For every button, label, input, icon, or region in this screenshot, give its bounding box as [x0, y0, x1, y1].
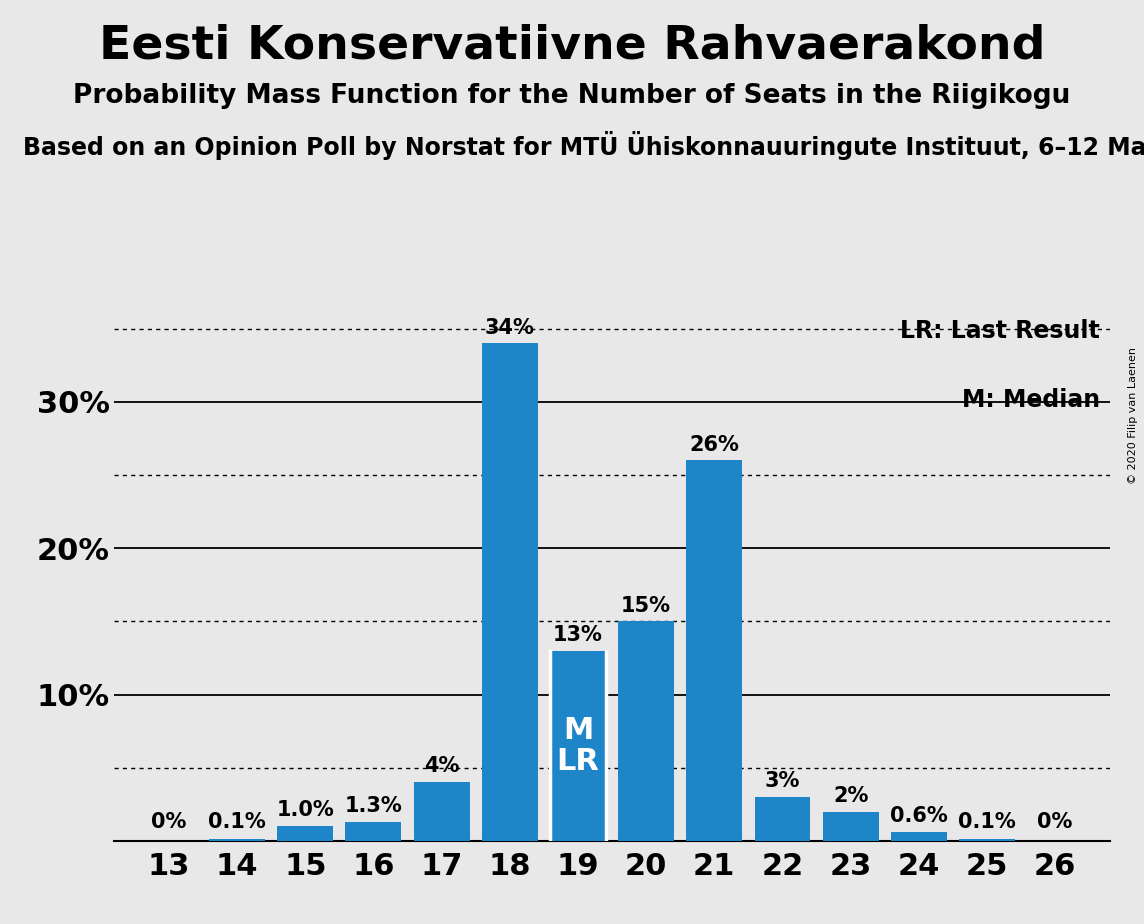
Text: 34%: 34% [485, 318, 534, 337]
Bar [755, 796, 810, 841]
Bar [277, 826, 333, 841]
Bar [823, 811, 879, 841]
Bar [891, 832, 947, 841]
Text: 0%: 0% [151, 812, 186, 832]
Text: Based on an Opinion Poll by Norstat for MTÜ Ühiskonnauuringute Instituut, 6–12 M: Based on an Opinion Poll by Norstat for … [23, 131, 1144, 160]
Bar [959, 839, 1015, 841]
Text: Probability Mass Function for the Number of Seats in the Riigikogu: Probability Mass Function for the Number… [73, 83, 1071, 109]
Bar [482, 344, 538, 841]
Text: 0.1%: 0.1% [208, 812, 267, 832]
Bar [618, 622, 674, 841]
Bar [550, 650, 606, 841]
Text: © 2020 Filip van Laenen: © 2020 Filip van Laenen [1128, 347, 1138, 484]
Text: 13%: 13% [553, 625, 603, 645]
Text: 3%: 3% [765, 772, 800, 791]
Text: 0%: 0% [1038, 812, 1073, 832]
Text: LR: Last Result: LR: Last Result [900, 320, 1099, 344]
Text: M
LR: M LR [556, 715, 599, 776]
Text: Eesti Konservatiivne Rahvaerakond: Eesti Konservatiivne Rahvaerakond [98, 23, 1046, 68]
Text: 26%: 26% [690, 434, 739, 455]
Text: 0.1%: 0.1% [958, 812, 1016, 832]
Text: 0.6%: 0.6% [890, 807, 947, 826]
Bar [414, 783, 469, 841]
Text: 2%: 2% [833, 785, 868, 806]
Bar [345, 821, 402, 841]
Text: 4%: 4% [424, 757, 459, 776]
Text: M: Median: M: Median [962, 388, 1099, 412]
Text: 1.0%: 1.0% [277, 800, 334, 821]
Bar [209, 839, 265, 841]
Text: 1.3%: 1.3% [344, 796, 403, 816]
Bar [686, 460, 742, 841]
Text: 15%: 15% [621, 596, 672, 615]
